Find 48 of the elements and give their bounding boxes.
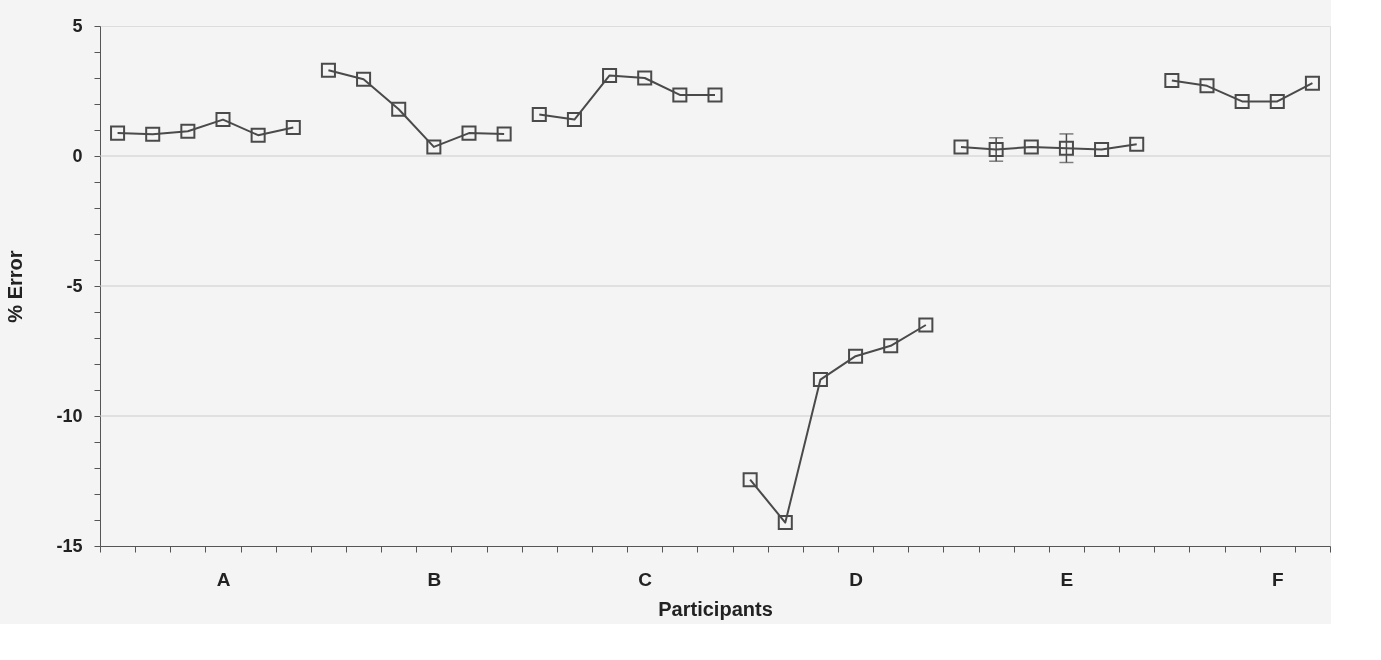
x-tick-label: D bbox=[849, 568, 863, 590]
point bbox=[953, 139, 969, 155]
point bbox=[250, 127, 266, 143]
point bbox=[1129, 136, 1145, 152]
point bbox=[883, 338, 899, 354]
x-tick-label: F bbox=[1271, 568, 1284, 590]
point bbox=[1304, 75, 1320, 91]
point bbox=[1164, 73, 1180, 89]
point bbox=[742, 472, 758, 488]
y-tick-label: 5 bbox=[72, 15, 83, 36]
point bbox=[391, 101, 407, 117]
y-tick-label: 0 bbox=[72, 145, 83, 166]
point bbox=[1234, 93, 1250, 109]
x-axis-title: Participants bbox=[658, 597, 773, 620]
point bbox=[1058, 140, 1074, 156]
point bbox=[918, 317, 934, 333]
point bbox=[496, 126, 512, 142]
x-tick-label: C bbox=[638, 568, 653, 590]
point bbox=[461, 125, 477, 141]
point bbox=[180, 123, 196, 139]
point bbox=[1199, 78, 1215, 94]
y-tick-label: -10 bbox=[56, 405, 83, 426]
point bbox=[1094, 141, 1110, 158]
point bbox=[707, 87, 723, 103]
point bbox=[145, 126, 161, 142]
point bbox=[777, 515, 793, 531]
point bbox=[1269, 93, 1285, 109]
x-tick-label: A bbox=[216, 568, 231, 590]
point bbox=[320, 62, 336, 78]
point bbox=[1023, 139, 1039, 155]
point bbox=[812, 372, 828, 388]
y-tick-label: -15 bbox=[56, 535, 83, 556]
point bbox=[426, 139, 442, 155]
point bbox=[285, 119, 301, 135]
point bbox=[602, 67, 618, 83]
point bbox=[672, 87, 688, 103]
point bbox=[637, 70, 653, 86]
point bbox=[215, 112, 231, 128]
y-tick-label: -5 bbox=[66, 275, 83, 296]
point bbox=[110, 125, 126, 141]
x-tick-label: B bbox=[427, 568, 442, 590]
point bbox=[848, 348, 864, 364]
point bbox=[531, 106, 547, 122]
point bbox=[566, 112, 582, 128]
point bbox=[988, 141, 1004, 158]
x-tick-label: E bbox=[1060, 568, 1074, 590]
y-axis-title: % Error bbox=[4, 250, 27, 323]
point bbox=[356, 71, 372, 87]
